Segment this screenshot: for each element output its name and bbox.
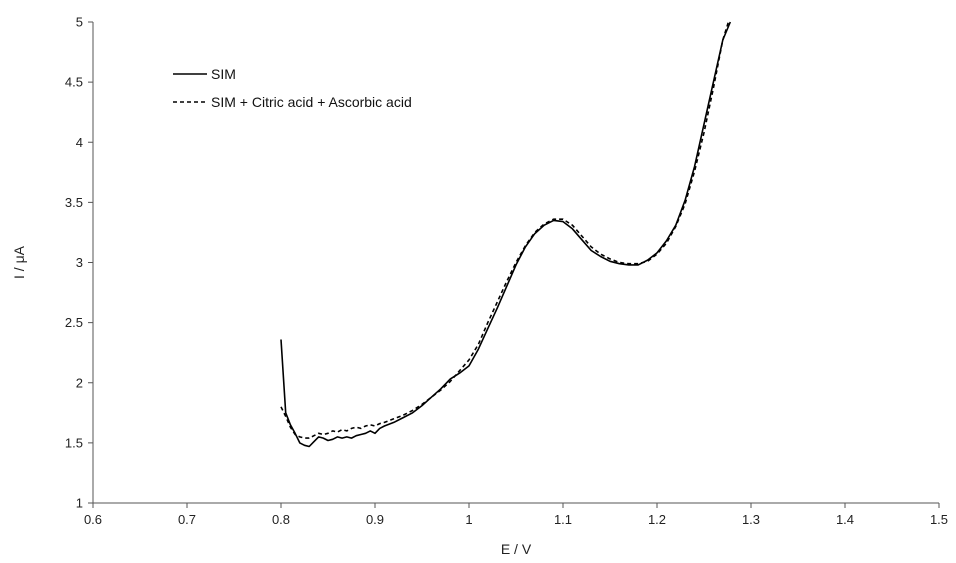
x-tick-label: 1.1 [554, 512, 572, 527]
x-tick-label: 1.4 [836, 512, 854, 527]
x-ticks: 0.6 0.7 0.8 0.9 1 1.1 1.2 1.3 1.4 1.5 [84, 503, 948, 527]
y-tick-label: 1.5 [65, 435, 83, 450]
y-axis-label: I / μA [11, 245, 27, 279]
y-tick-label: 3 [76, 255, 83, 270]
x-axis-label: E / V [501, 541, 532, 557]
y-tick-label: 2.5 [65, 315, 83, 330]
legend-label: SIM [211, 66, 236, 82]
y-tick-label: 5 [76, 15, 83, 30]
series-layer [280, 21, 732, 448]
y-tick-label: 3.5 [65, 195, 83, 210]
x-tick-label: 1.5 [930, 512, 948, 527]
series-line-solid [280, 21, 732, 448]
y-ticks: 1 1.5 2 2.5 3 3.5 4 4.5 5 [65, 15, 93, 511]
y-tick-label: 4 [76, 135, 83, 150]
x-tick-label: 0.8 [272, 512, 290, 527]
legend-label: SIM + Citric acid + Ascorbic acid [211, 94, 412, 110]
x-tick-label: 1 [465, 512, 472, 527]
legend: SIM SIM + Citric acid + Ascorbic acid [173, 66, 412, 110]
x-tick-label: 0.6 [84, 512, 102, 527]
x-tick-label: 0.9 [366, 512, 384, 527]
y-tick-label: 1 [76, 496, 83, 511]
x-tick-label: 1.3 [742, 512, 760, 527]
y-tick-label: 4.5 [65, 75, 83, 90]
series-line-dashed [280, 21, 730, 439]
y-tick-label: 2 [76, 375, 83, 390]
x-tick-label: 0.7 [178, 512, 196, 527]
x-tick-label: 1.2 [648, 512, 666, 527]
